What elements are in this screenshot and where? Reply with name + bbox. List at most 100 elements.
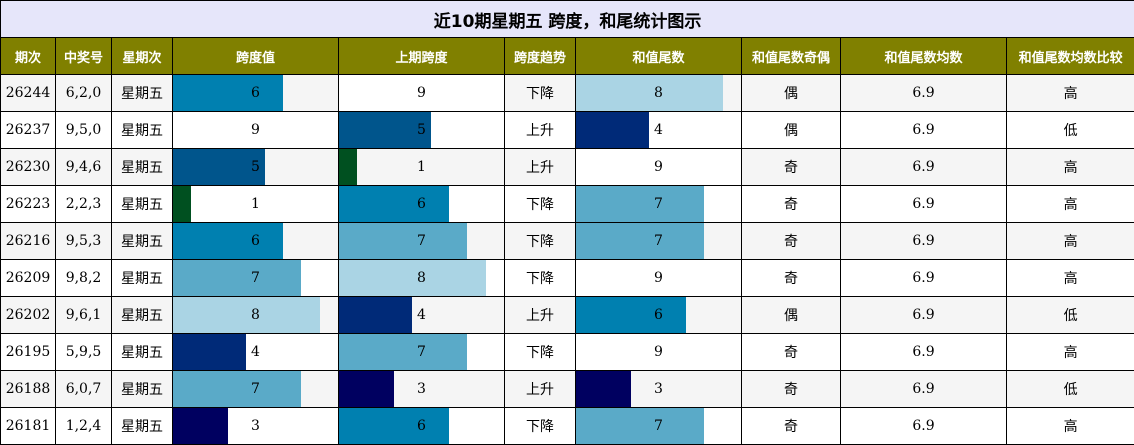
issue-cell: 26202	[1, 297, 56, 334]
span-cell: 6	[173, 223, 339, 260]
compare-cell: 高	[1007, 408, 1134, 445]
prev-span-cell: 6	[339, 186, 505, 223]
weekday-cell: 星期五	[112, 371, 173, 408]
avg-cell: 6.9	[841, 260, 1007, 297]
weekday-cell: 星期五	[112, 186, 173, 223]
span-cell: 7	[173, 260, 339, 297]
parity-cell: 偶	[742, 75, 841, 112]
weekday-cell: 星期五	[112, 297, 173, 334]
prev-span-cell-value: 7	[339, 334, 504, 370]
trend-cell: 上升	[505, 297, 576, 334]
tail-cell-value: 9	[576, 149, 741, 185]
weekday-cell: 星期五	[112, 112, 173, 149]
prev-span-cell-value: 7	[339, 223, 504, 259]
issue-cell: 26230	[1, 149, 56, 186]
winning-number-cell: 6,2,0	[56, 75, 112, 112]
tail-cell-value: 3	[576, 371, 741, 407]
prev-span-cell-value: 9	[339, 75, 504, 111]
issue-cell: 26188	[1, 371, 56, 408]
parity-cell: 偶	[742, 297, 841, 334]
tail-cell-value: 4	[576, 112, 741, 148]
trend-cell: 上升	[505, 149, 576, 186]
header-span: 跨度值	[173, 38, 339, 75]
tail-cell: 7	[576, 186, 742, 223]
trend-cell: 下降	[505, 186, 576, 223]
tail-cell-value: 9	[576, 334, 741, 370]
prev-span-cell: 8	[339, 260, 505, 297]
prev-span-cell-value: 5	[339, 112, 504, 148]
parity-cell: 奇	[742, 260, 841, 297]
prev-span-cell-value: 1	[339, 149, 504, 185]
span-cell: 5	[173, 149, 339, 186]
prev-span-cell-value: 8	[339, 260, 504, 296]
compare-cell: 高	[1007, 334, 1134, 371]
header-issue: 期次	[1, 38, 56, 75]
compare-cell: 高	[1007, 149, 1134, 186]
parity-cell: 奇	[742, 371, 841, 408]
span-cell-value: 6	[173, 223, 338, 259]
weekday-cell: 星期五	[112, 223, 173, 260]
span-cell-value: 8	[173, 297, 338, 333]
prev-span-cell-value: 6	[339, 408, 504, 444]
avg-cell: 6.9	[841, 223, 1007, 260]
trend-cell: 下降	[505, 408, 576, 445]
span-cell-value: 4	[173, 334, 338, 370]
winning-number-cell: 9,5,0	[56, 112, 112, 149]
span-cell: 4	[173, 334, 339, 371]
trend-cell: 上升	[505, 112, 576, 149]
parity-cell: 奇	[742, 223, 841, 260]
span-cell: 6	[173, 75, 339, 112]
trend-cell: 下降	[505, 75, 576, 112]
avg-cell: 6.9	[841, 297, 1007, 334]
span-cell-value: 7	[173, 260, 338, 296]
winning-number-cell: 2,2,3	[56, 186, 112, 223]
span-cell-value: 9	[173, 112, 338, 148]
winning-number-cell: 5,9,5	[56, 334, 112, 371]
avg-cell: 6.9	[841, 371, 1007, 408]
issue-cell: 26195	[1, 334, 56, 371]
winning-number-cell: 9,8,2	[56, 260, 112, 297]
prev-span-cell-value: 4	[339, 297, 504, 333]
avg-cell: 6.9	[841, 408, 1007, 445]
span-cell: 1	[173, 186, 339, 223]
tail-cell: 8	[576, 75, 742, 112]
compare-cell: 低	[1007, 112, 1134, 149]
span-cell: 7	[173, 371, 339, 408]
winning-number-cell: 9,5,3	[56, 223, 112, 260]
tail-cell: 3	[576, 371, 742, 408]
trend-cell: 下降	[505, 260, 576, 297]
span-cell-value: 5	[173, 149, 338, 185]
trend-cell: 上升	[505, 371, 576, 408]
avg-cell: 6.9	[841, 334, 1007, 371]
parity-cell: 奇	[742, 334, 841, 371]
parity-cell: 奇	[742, 186, 841, 223]
header-compare: 和值尾数均数比较	[1007, 38, 1134, 75]
tail-cell-value: 9	[576, 260, 741, 296]
avg-cell: 6.9	[841, 112, 1007, 149]
compare-cell: 低	[1007, 371, 1134, 408]
tail-cell-value: 7	[576, 408, 741, 444]
trend-cell: 下降	[505, 334, 576, 371]
prev-span-cell: 5	[339, 112, 505, 149]
header-trend: 跨度趋势	[505, 38, 576, 75]
issue-cell: 26223	[1, 186, 56, 223]
span-cell: 8	[173, 297, 339, 334]
tail-cell: 6	[576, 297, 742, 334]
parity-cell: 偶	[742, 112, 841, 149]
prev-span-cell: 6	[339, 408, 505, 445]
issue-cell: 26237	[1, 112, 56, 149]
avg-cell: 6.9	[841, 149, 1007, 186]
weekday-cell: 星期五	[112, 408, 173, 445]
tail-cell-value: 7	[576, 223, 741, 259]
header-prev-span: 上期跨度	[339, 38, 505, 75]
weekday-cell: 星期五	[112, 334, 173, 371]
parity-cell: 奇	[742, 408, 841, 445]
